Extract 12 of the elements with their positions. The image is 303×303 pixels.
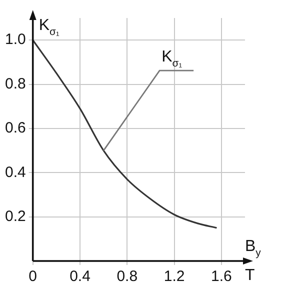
x-tick-label: 0.4: [70, 268, 90, 286]
y-tick-label: 0.2: [4, 208, 26, 225]
x-tick-label: 0.8: [116, 268, 138, 286]
x-tick-label: 0: [28, 268, 38, 286]
y-tick-label: 0.4: [4, 164, 26, 181]
line-series: [32, 39, 218, 229]
x-tick-label: 1.2: [164, 268, 185, 286]
y-tick-label: 1.0: [4, 31, 26, 48]
x-tick-label: 1.6: [211, 268, 232, 286]
text: T: [245, 267, 255, 284]
y-tick-label: 0.6: [4, 120, 26, 137]
y-tick-label: 0.8: [4, 75, 26, 92]
